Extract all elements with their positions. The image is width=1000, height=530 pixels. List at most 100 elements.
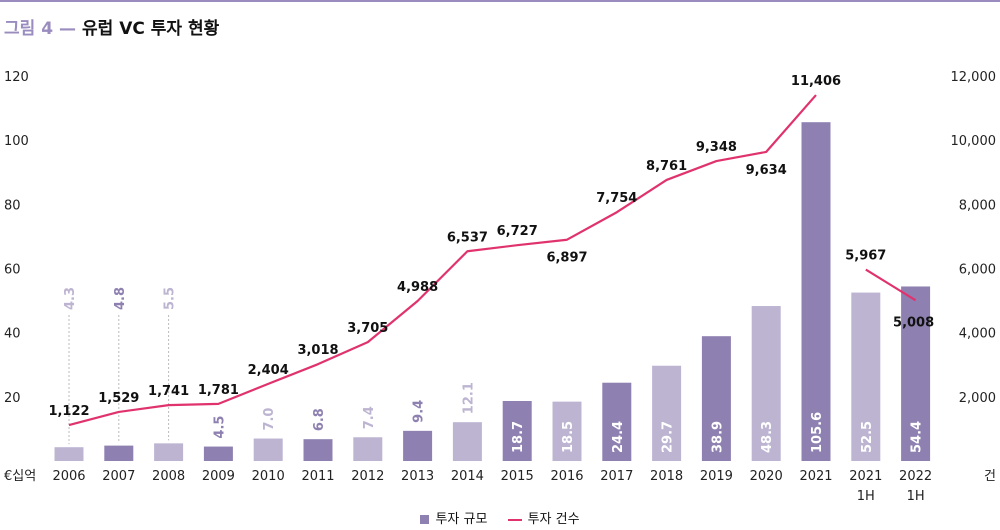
category-label: 2014 [451, 469, 484, 484]
category-label: 2013 [401, 469, 434, 484]
chart-svg: 20 40 60 80 100 120 €십억 2,000 4,000 6,000 8,000 10,… [4, 70, 997, 500]
left-tick-label: 100 [4, 134, 29, 149]
left-tick-label: 40 [4, 327, 21, 342]
category-label: 2016 [550, 469, 583, 484]
bar-value-label: 12.1 [461, 382, 476, 414]
line-value-label: 3,705 [347, 321, 388, 336]
bar-value-label: 5.5 [163, 287, 178, 310]
left-tick-label: 60 [4, 263, 21, 278]
category-label: 2020 [750, 469, 783, 484]
bar-value-label: 18.7 [511, 421, 526, 453]
category-label: 2017 [600, 469, 633, 484]
category-label: 2015 [501, 469, 534, 484]
bar [353, 437, 383, 461]
legend: 투자 규모 투자 건수 [0, 508, 1000, 527]
category-label: 2007 [102, 469, 135, 484]
category-label: 2018 [650, 469, 683, 484]
top-rule [0, 0, 1000, 2]
bar [253, 438, 283, 461]
bar [801, 122, 831, 461]
bar-value-label: 105.6 [810, 412, 825, 453]
category-label: 2021 [799, 469, 832, 484]
title-dash: — [59, 19, 77, 39]
category-label: 2021 [849, 469, 882, 484]
bar [154, 443, 184, 461]
legend-item-line: 투자 건수 [507, 508, 580, 527]
line-value-label: 7,754 [596, 191, 637, 206]
bar-value-label: 4.5 [212, 416, 227, 439]
bar-value-label: 4.8 [113, 287, 128, 310]
legend-item-bars: 투자 규모 [420, 508, 487, 527]
category-label: 2010 [252, 469, 285, 484]
line-value-label: 1,741 [148, 384, 189, 399]
bar [901, 286, 931, 461]
category-label: 2009 [202, 469, 235, 484]
bar [851, 292, 881, 461]
legend-line-swatch [507, 518, 522, 521]
left-tick-label: 120 [4, 70, 29, 85]
bar-value-label: 18.5 [561, 421, 576, 453]
left-axis-unit: €십억 [4, 469, 36, 484]
bar [403, 430, 433, 461]
line-value-label: 1,781 [198, 383, 239, 398]
bar-value-label: 24.4 [611, 421, 626, 453]
line-value-label: 9,634 [746, 163, 787, 178]
right-axis-unit: 건 [984, 469, 996, 484]
category-label: 2006 [52, 469, 85, 484]
line-value-label: 9,348 [696, 140, 737, 155]
bar-value-label: 4.3 [63, 287, 78, 310]
line-series-halfyear [865, 268, 917, 302]
bar-value-label: 48.3 [760, 421, 775, 453]
bar-value-label: 7.0 [262, 408, 277, 431]
category-label-sub: 1H [857, 489, 875, 500]
line-value-label: 5,967 [845, 249, 886, 264]
bar [104, 445, 134, 461]
bar [652, 365, 682, 461]
bar [602, 382, 632, 461]
bar-value-label: 7.4 [362, 406, 377, 429]
category-label-sub: 1H [907, 489, 925, 500]
bar-value-label: 54.4 [910, 421, 925, 453]
bar-value-label: 38.9 [710, 421, 725, 453]
line-value-label: 5,008 [893, 315, 934, 330]
line-value-label: 3,018 [297, 343, 338, 358]
bar [701, 336, 731, 461]
line-value-label: 1,529 [98, 391, 139, 406]
left-tick-label: 80 [4, 198, 21, 213]
line-series-main [68, 94, 817, 427]
category-label: 2011 [301, 469, 334, 484]
line-value-label: 6,537 [447, 230, 488, 245]
legend-bar-label: 투자 규모 [435, 512, 488, 527]
line-value-label: 2,404 [248, 363, 289, 378]
bar [54, 447, 84, 461]
left-tick-label: 20 [4, 391, 21, 406]
right-tick-label: 10,000 [951, 134, 997, 149]
right-tick-label: 12,000 [951, 70, 997, 85]
title-text: 유럽 VC 투자 현황 [82, 19, 220, 39]
right-tick-label: 2,000 [959, 391, 996, 406]
line-value-label: 11,406 [791, 74, 841, 89]
line-value-label: 6,727 [497, 224, 538, 239]
right-tick-label: 4,000 [959, 327, 996, 342]
right-tick-label: 6,000 [959, 263, 996, 278]
category-label: 2019 [700, 469, 733, 484]
bar [303, 439, 333, 461]
bar-value-label: 9.4 [412, 400, 427, 423]
legend-bar-swatch [420, 515, 430, 524]
bar-value-label: 52.5 [860, 421, 875, 453]
figure-label: 그림 4 [4, 19, 54, 39]
line-value-label: 1,122 [48, 404, 89, 419]
category-label: 2008 [152, 469, 185, 484]
category-label: 2012 [351, 469, 384, 484]
line-value-label: 8,761 [646, 159, 687, 174]
chart-title: 그림 4— 유럽 VC 투자 현황 [4, 14, 219, 39]
bar [203, 446, 233, 461]
category-label: 2022 [899, 469, 932, 484]
right-tick-label: 8,000 [959, 198, 996, 213]
bar [452, 422, 482, 461]
line-value-label: 4,988 [397, 280, 438, 295]
bar-value-label: 6.8 [312, 408, 327, 431]
legend-line-label: 투자 건수 [527, 512, 580, 527]
bar [552, 401, 582, 461]
line-value-label: 6,897 [546, 251, 587, 266]
